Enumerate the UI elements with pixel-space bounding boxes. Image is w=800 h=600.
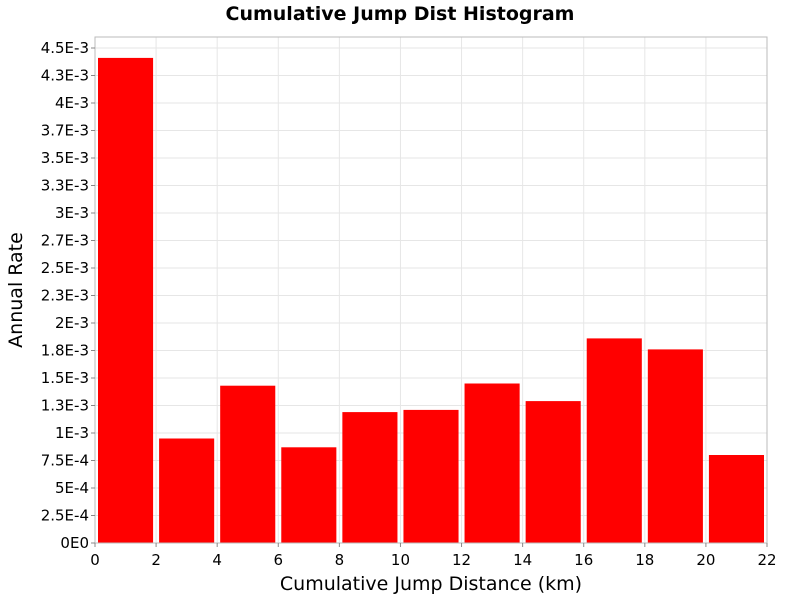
y-tick-label: 4.5E-3	[41, 39, 89, 57]
x-tick-label: 12	[452, 551, 471, 569]
x-tick-label: 20	[696, 551, 715, 569]
x-tick-label: 10	[391, 551, 410, 569]
plot-area-frame	[94, 36, 768, 544]
y-tick-label: 1.5E-3	[41, 369, 89, 387]
bar	[586, 338, 642, 543]
y-tick-label: 2.3E-3	[41, 287, 89, 305]
y-axis-label: Annual Rate	[5, 232, 27, 348]
y-axis-ticks: 0E0 2.5E-4 5E-4 7.5E-4 1E-3 1.3E-3 1.5E-3 1.8E-…	[41, 39, 95, 552]
x-tick-label: 4	[212, 551, 222, 569]
bar	[220, 385, 276, 543]
y-tick-label: 2.5E-4	[41, 507, 89, 525]
y-tick-label: 1E-3	[55, 424, 89, 442]
y-tick-label: 2.7E-3	[41, 232, 89, 250]
bar	[647, 349, 703, 543]
grid-lines	[94, 37, 768, 544]
y-tick-label: 2.5E-3	[41, 259, 89, 277]
y-tick-label: 4.3E-3	[41, 67, 89, 85]
x-tick-label: 0	[90, 551, 100, 569]
bar	[708, 455, 764, 543]
x-tick-label: 22	[757, 551, 776, 569]
x-tick-label: 8	[335, 551, 345, 569]
chart-title: Cumulative Jump Dist Histogram	[226, 3, 575, 25]
x-tick-label: 2	[151, 551, 161, 569]
bar	[281, 447, 337, 543]
y-tick-label: 4E-3	[55, 94, 89, 112]
x-axis-label: Cumulative Jump Distance (km)	[280, 573, 582, 595]
bar	[98, 57, 154, 544]
bar	[403, 409, 459, 543]
bar	[464, 383, 520, 543]
x-tick-label: 14	[513, 551, 532, 569]
y-tick-label: 3.5E-3	[41, 149, 89, 167]
y-tick-label: 0E0	[60, 534, 89, 552]
x-tick-label: 6	[273, 551, 283, 569]
y-tick-label: 1.3E-3	[41, 397, 89, 415]
bar	[525, 401, 581, 543]
y-tick-label: 3E-3	[55, 204, 89, 222]
bars	[98, 57, 764, 544]
bar	[342, 412, 398, 543]
y-tick-label: 1.8E-3	[41, 342, 89, 360]
y-tick-label: 3.3E-3	[41, 177, 89, 195]
y-tick-label: 2E-3	[55, 314, 89, 332]
x-tick-label: 18	[635, 551, 654, 569]
y-tick-label: 7.5E-4	[41, 452, 89, 470]
x-tick-label: 16	[574, 551, 593, 569]
x-axis-ticks: 0 2 4 6 8 10 12 14 16 18 20 22	[90, 543, 777, 569]
y-tick-label: 3.7E-3	[41, 122, 89, 140]
bar	[159, 438, 215, 543]
y-tick-label: 5E-4	[55, 479, 89, 497]
